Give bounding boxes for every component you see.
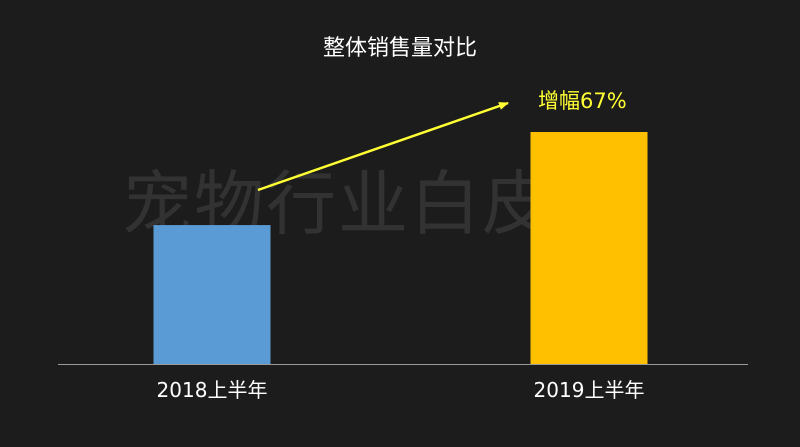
growth-arrow (257, 101, 509, 192)
chart-title: 整体销售量对比 (322, 36, 477, 61)
bar-2 (530, 132, 648, 364)
growth-annotation: 增幅67% (538, 89, 627, 113)
x-tick-label-2: 2019上半年 (534, 378, 645, 402)
bar-1 (153, 225, 271, 364)
x-tick-label-1: 2018上半年 (157, 378, 268, 402)
